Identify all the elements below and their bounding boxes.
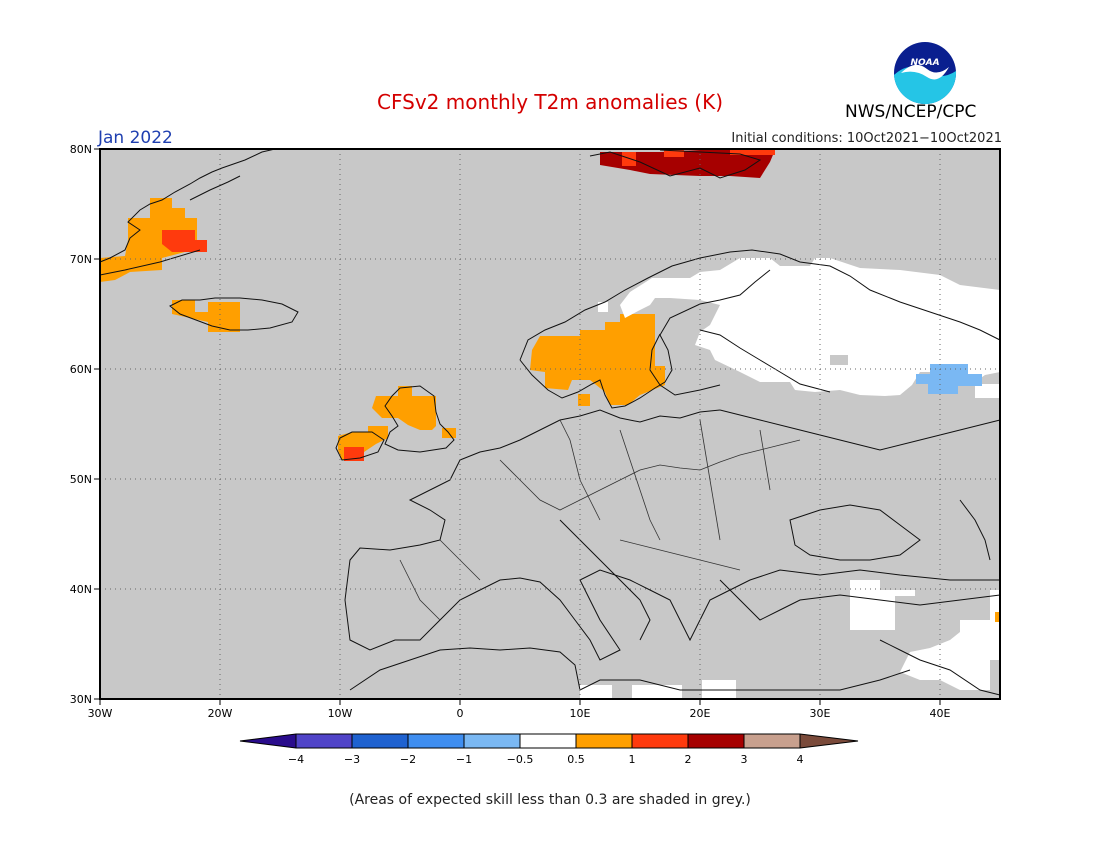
legend-swatch	[464, 734, 520, 748]
anomaly-svalbard	[600, 149, 775, 178]
legend-label: 1	[629, 753, 636, 766]
anomaly-central-russia	[916, 364, 982, 394]
lon-label: 20W	[208, 707, 233, 720]
legend-label: 2	[685, 753, 692, 766]
map-frame	[99, 148, 1001, 700]
lon-label: 30E	[810, 707, 831, 720]
logo-text: NOAA	[910, 58, 939, 68]
anomaly-eastern-med	[580, 580, 1000, 699]
legend-label: −2	[400, 753, 416, 766]
legend-swatch	[240, 734, 296, 748]
lat-label: 80N	[70, 143, 92, 156]
lon-labels: 30W 20W 10W 0 10E 20E 30E 40E	[88, 707, 951, 720]
forecast-month: Jan 2022	[98, 128, 173, 148]
gridlines	[100, 149, 1000, 699]
lat-label: 60N	[70, 363, 92, 376]
legend-label: 3	[741, 753, 748, 766]
legend-labels: −4 −3 −2 −1 −0.5 0.5 1 2 3 4	[288, 753, 804, 766]
anomaly-scandinavia	[530, 314, 665, 406]
lon-label: 0	[457, 707, 464, 720]
lat-label: 30N	[70, 693, 92, 706]
legend-label: −0.5	[507, 753, 534, 766]
lat-label: 50N	[70, 473, 92, 486]
map-title: CFSv2 monthly T2m anomalies (K)	[377, 90, 723, 114]
noaa-logo: NOAA	[894, 42, 957, 105]
lon-label: 10W	[328, 707, 353, 720]
lon-label: 10E	[570, 707, 591, 720]
initial-conditions: Initial conditions: 10Oct2021−10Oct2021	[731, 131, 1002, 146]
lon-label: 20E	[690, 707, 711, 720]
legend-label: 0.5	[567, 753, 585, 766]
anomaly-nw-russia	[598, 258, 1000, 398]
axis-ticks	[94, 148, 941, 705]
legend-swatch	[520, 734, 576, 748]
legend-swatch	[296, 734, 352, 748]
legend-label: −1	[456, 753, 472, 766]
agency-label: NWS/NCEP/CPC	[845, 102, 977, 122]
legend-swatch	[632, 734, 688, 748]
legend-label: −4	[288, 753, 304, 766]
lon-label: 40E	[930, 707, 951, 720]
anomaly-iceland	[172, 300, 240, 332]
lat-labels: 80N 70N 60N 50N 40N 30N	[70, 143, 92, 706]
legend-swatch	[576, 734, 632, 748]
legend-swatch	[408, 734, 464, 748]
skill-footnote: (Areas of expected skill less than 0.3 a…	[349, 792, 751, 808]
legend-label: 4	[797, 753, 804, 766]
logo-bird	[901, 64, 949, 80]
legend-swatch	[352, 734, 408, 748]
lat-label: 70N	[70, 253, 92, 266]
anomaly-greenland	[100, 198, 207, 282]
legend-swatch	[688, 734, 744, 748]
legend-label: −3	[344, 753, 360, 766]
lon-label: 30W	[88, 707, 113, 720]
legend-swatch	[744, 734, 800, 748]
legend-swatch	[800, 734, 858, 748]
lat-label: 40N	[70, 583, 92, 596]
legend-colorbar	[239, 733, 859, 749]
